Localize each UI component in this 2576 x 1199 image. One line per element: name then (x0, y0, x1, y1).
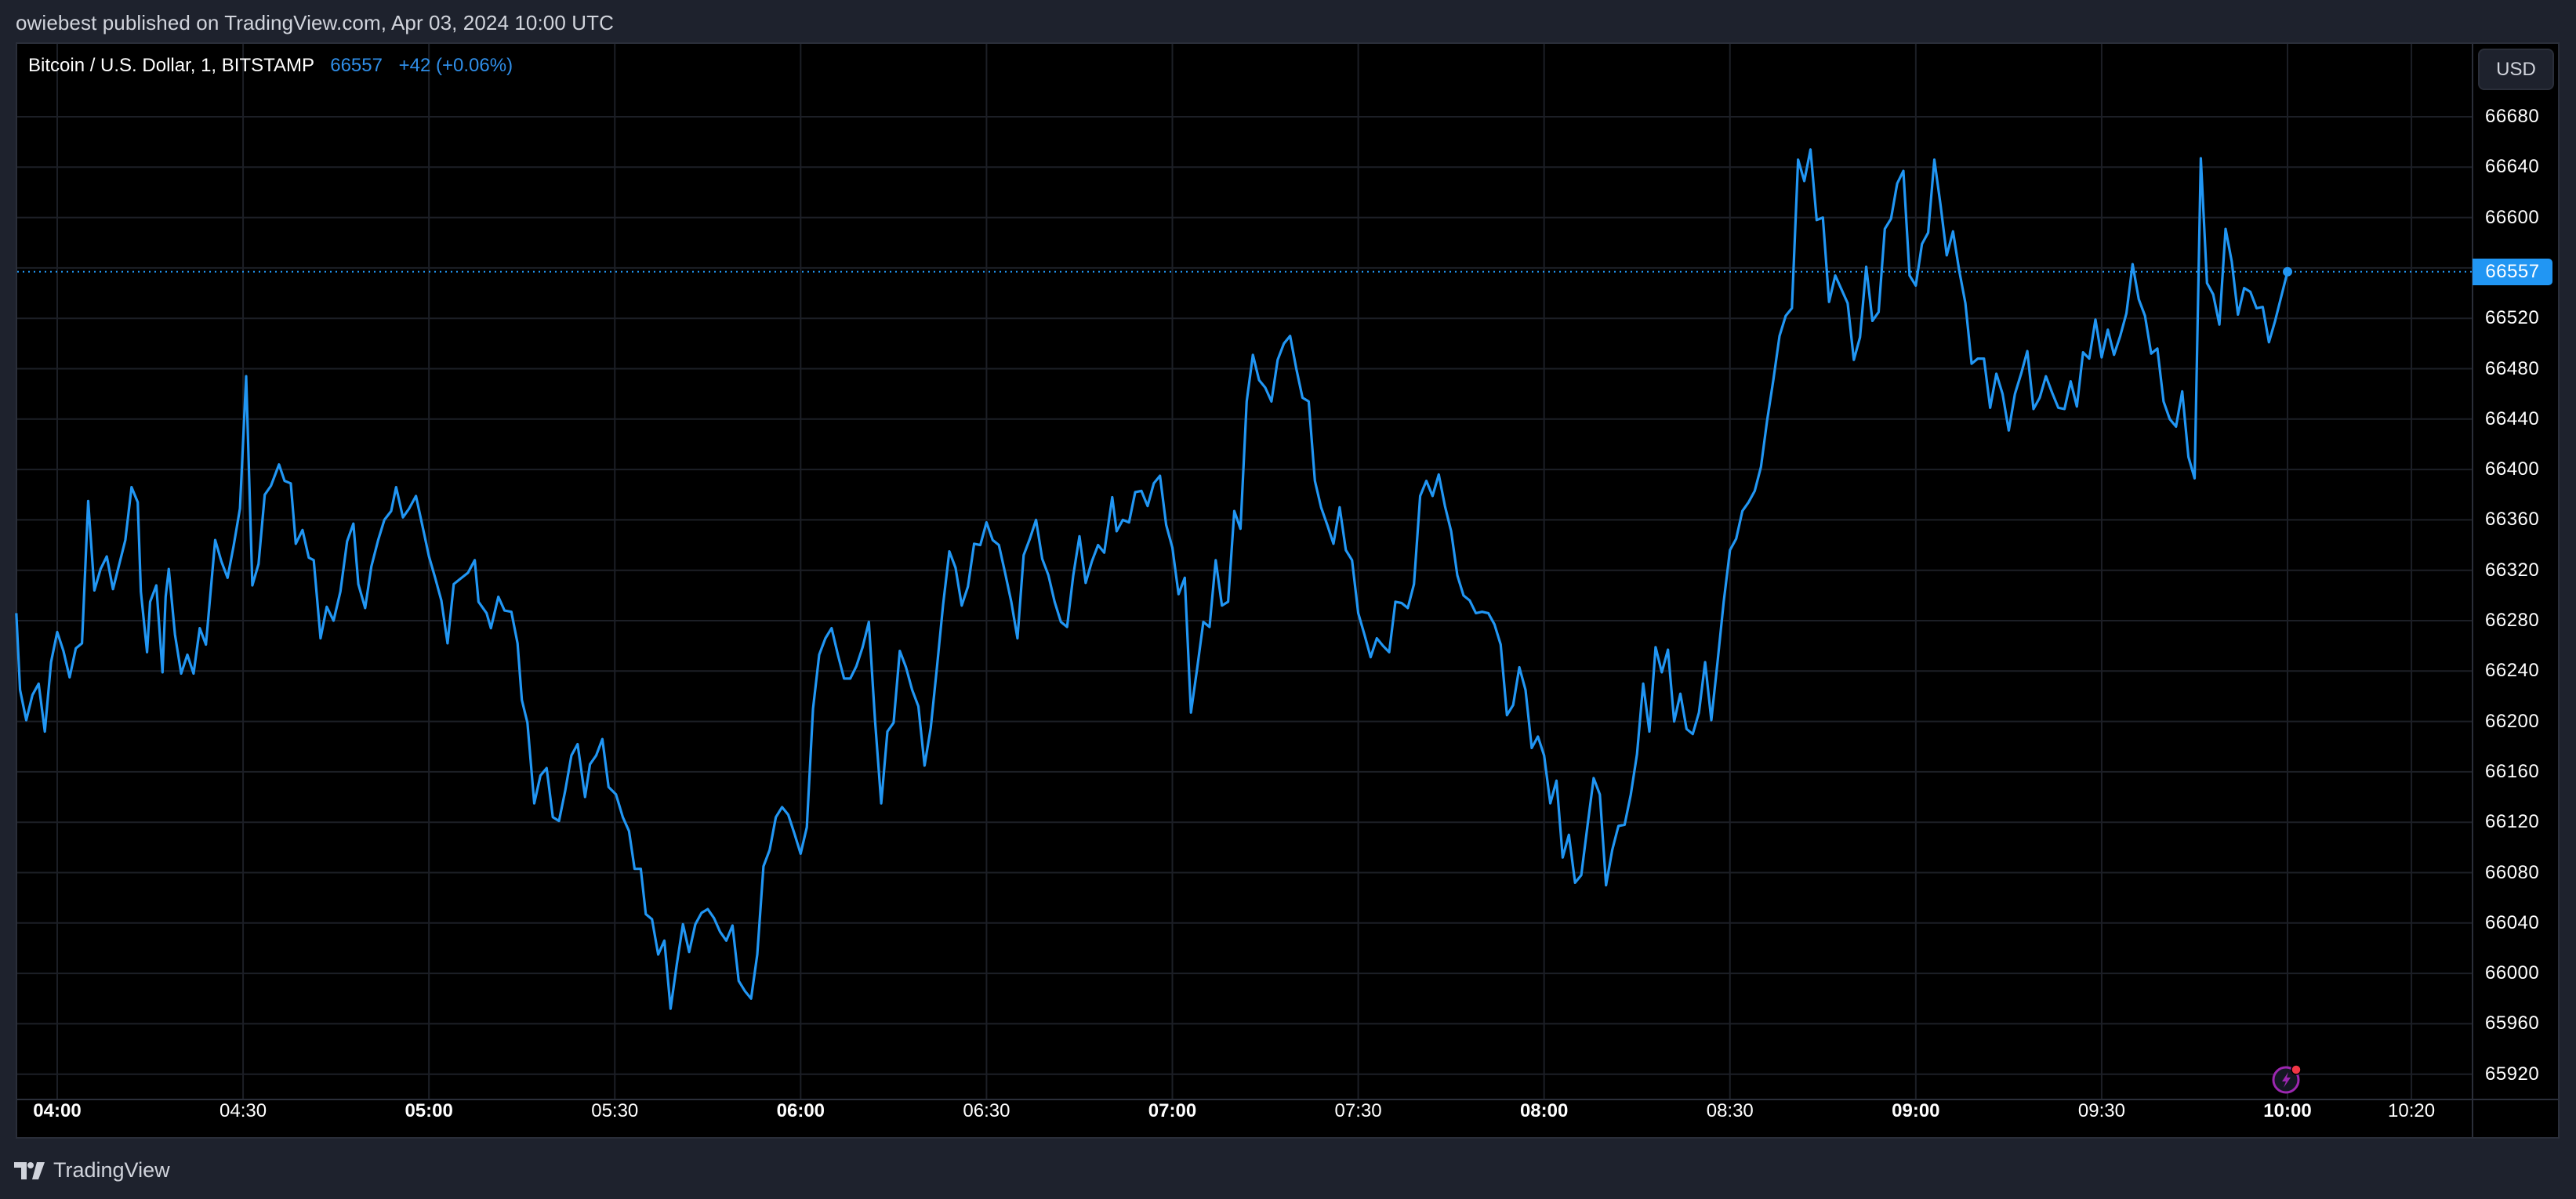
price-line-series (15, 148, 2289, 1010)
time-tick-label: 09:00 (1892, 1100, 1940, 1121)
price-tick-label: 66040 (2485, 911, 2540, 933)
price-tick-label: 66520 (2485, 307, 2540, 329)
last-price-badge: 66557 (2473, 258, 2552, 285)
price-tick-label: 66600 (2485, 206, 2540, 228)
time-tick-label: 10:20 (2388, 1100, 2436, 1121)
chart-legend[interactable]: Bitcoin / U.S. Dollar, 1, BITSTAMP 66557… (28, 55, 513, 77)
price-tick-label: 66160 (2485, 760, 2540, 782)
price-tick-label: 66480 (2485, 357, 2540, 379)
time-tick-label: 10:00 (2263, 1100, 2312, 1121)
price-tick-label: 66680 (2485, 106, 2540, 127)
last-price-dot (2283, 266, 2292, 277)
price-tick-label: 66240 (2485, 660, 2540, 682)
tradingview-logo-icon (14, 1161, 45, 1179)
price-tick-label: 66000 (2485, 962, 2540, 984)
currency-button[interactable]: USD (2478, 49, 2554, 90)
price-change: +42 (+0.06%) (398, 55, 513, 76)
time-tick-label: 05:30 (591, 1100, 639, 1121)
tradingview-brand[interactable]: TradingView (14, 1158, 170, 1183)
time-tick-label: 06:00 (776, 1100, 825, 1121)
price-tick-label: 66280 (2485, 610, 2540, 631)
chart-grid (17, 44, 2472, 1099)
publish-info: owiebest published on TradingView.com, A… (16, 11, 614, 34)
time-tick-label: 06:30 (963, 1100, 1010, 1121)
price-tick-label: 66440 (2485, 408, 2540, 429)
price-tick-label: 66200 (2485, 710, 2540, 732)
price-tick-label: 66120 (2485, 811, 2540, 833)
symbol-title[interactable]: Bitcoin / U.S. Dollar, 1, BITSTAMP (28, 55, 314, 76)
time-tick-label: 09:30 (2077, 1100, 2125, 1121)
time-tick-label: 05:00 (405, 1100, 453, 1121)
lightning-bolt-icon (2272, 1064, 2302, 1094)
price-tick-label: 66360 (2485, 509, 2540, 531)
time-tick-label: 07:30 (1334, 1100, 1382, 1121)
alert-button[interactable] (2271, 1063, 2302, 1095)
price-tick-label: 66080 (2485, 861, 2540, 883)
brand-name: TradingView (53, 1158, 170, 1182)
time-tick-label: 04:30 (220, 1100, 267, 1121)
time-tick-label: 07:00 (1148, 1100, 1197, 1121)
time-tick-label: 08:30 (1706, 1100, 1754, 1121)
price-tick-label: 65960 (2485, 1012, 2540, 1034)
price-tick-label: 65920 (2485, 1063, 2540, 1085)
price-tick-label: 66640 (2485, 156, 2540, 178)
time-tick-label: 04:00 (33, 1100, 82, 1121)
time-tick-label: 08:00 (1519, 1100, 1569, 1121)
last-value: 66557 (330, 55, 383, 76)
price-tick-label: 66400 (2485, 458, 2540, 480)
price-tick-label: 66320 (2485, 559, 2540, 581)
